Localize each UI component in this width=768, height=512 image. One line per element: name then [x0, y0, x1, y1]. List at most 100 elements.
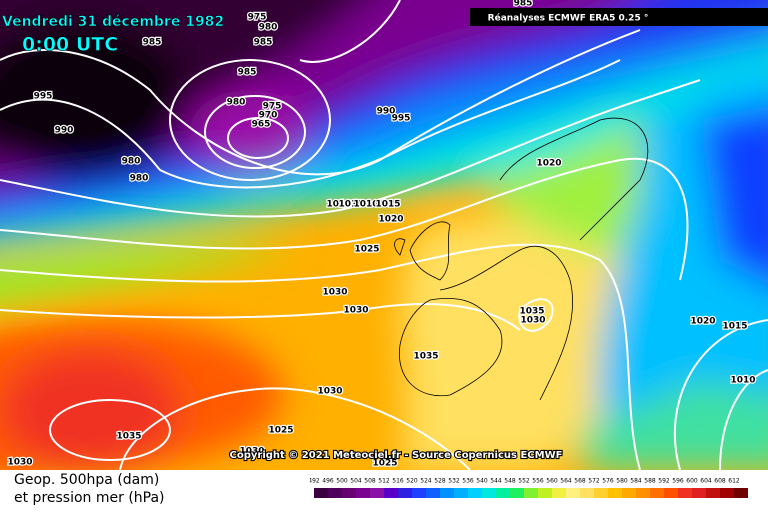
isobar-label: 990 — [377, 107, 396, 117]
scale-tick-label: 600 — [686, 478, 698, 485]
scale-swatch — [426, 488, 440, 498]
scale-tick-label: 556 — [532, 478, 544, 485]
scale-swatch — [342, 488, 356, 498]
scale-swatch — [678, 488, 692, 498]
scale-tick-label: 516 — [392, 478, 404, 485]
scale-swatch — [552, 488, 566, 498]
scale-tick-label: 560 — [546, 478, 558, 485]
scale-swatch — [468, 488, 482, 498]
scale-tick-label: 492 — [310, 478, 320, 485]
source-box — [470, 8, 768, 26]
source: Réanalyses ECMWF ERA5 0.25 ° — [488, 13, 649, 24]
scale-swatch — [608, 488, 622, 498]
isobar-label: 980 — [130, 174, 149, 184]
coastlines — [394, 117, 649, 401]
scale-tick-label: 612 — [728, 478, 740, 485]
scale-swatch — [580, 488, 594, 498]
scale-tick-label: 504 — [350, 478, 362, 485]
scale-tick-label: 532 — [448, 478, 460, 485]
time: 0:00 UTC — [22, 34, 118, 56]
isobar-label: 1030 — [343, 306, 368, 316]
isobar-label: 990 — [55, 126, 74, 136]
scale-tick-label: 584 — [630, 478, 642, 485]
scale-swatch — [734, 488, 748, 498]
isobar-label: 1030 — [239, 447, 264, 457]
date: Vendredi 31 décembre 1982 — [2, 14, 224, 30]
scale-swatch — [412, 488, 426, 498]
scale-swatch — [496, 488, 510, 498]
scale-tick-label: 512 — [378, 478, 390, 485]
isobar-label: 1015 — [375, 200, 400, 210]
legend-line1: Geop. 500hpa (dam) — [14, 472, 160, 488]
isobar-label: 985 — [254, 38, 273, 48]
scale-tick-label: 540 — [476, 478, 488, 485]
scale-tick-label: 572 — [588, 478, 600, 485]
isobar-label: 1030 — [520, 316, 545, 326]
scale-swatch — [398, 488, 412, 498]
scale-tick-label: 544 — [490, 478, 502, 485]
isobar-label: 980 — [122, 157, 141, 167]
isobar-label: 1020 — [378, 215, 403, 225]
scale-tick-label: 604 — [700, 478, 712, 485]
scale-tick-label: 588 — [644, 478, 656, 485]
scale-swatch — [692, 488, 706, 498]
scale-tick-label: 580 — [616, 478, 628, 485]
field — [0, 0, 768, 470]
isobar-label: 970 — [259, 111, 278, 121]
scale-tick-label: 496 — [322, 478, 334, 485]
scale-tick-label: 520 — [406, 478, 418, 485]
isobar-label: 980 — [227, 98, 246, 108]
isobar-label: 1030 — [317, 387, 342, 397]
isobar-label: 1010 — [353, 200, 378, 210]
scale-tick-label: 568 — [574, 478, 586, 485]
isobar-label: 1025 — [372, 459, 397, 469]
scale-swatch — [524, 488, 538, 498]
isobar-label: 985 — [143, 38, 162, 48]
scale-tick-label: 596 — [672, 478, 684, 485]
isobar-label: 975 — [248, 13, 267, 23]
scale-swatch — [706, 488, 720, 498]
isobar-label: 1035 — [519, 307, 544, 317]
isobar-label: 1020 — [536, 159, 561, 169]
scale-swatch — [482, 488, 496, 498]
scale-swatch — [440, 488, 454, 498]
isobar-label: 1025 — [354, 245, 379, 255]
isobar-label: 985 — [514, 0, 533, 9]
isobar-label: 995 — [34, 92, 53, 102]
scale-swatch — [594, 488, 608, 498]
scale-tick-label: 536 — [462, 478, 474, 485]
scale-swatch — [622, 488, 636, 498]
scale-tick-label: 552 — [518, 478, 530, 485]
isobar-label: 965 — [252, 120, 271, 130]
legend-line2: et pression mer (hPa) — [14, 490, 165, 506]
color-scale: 492 496 500 504 508 512 516 520 524 528 532 536 540 5… — [310, 478, 748, 498]
scale-swatch — [328, 488, 342, 498]
scale-tick-label: 524 — [420, 478, 432, 485]
copyright: Copyright © 2021 Meteociel.fr - Source C… — [230, 450, 563, 461]
isobar-label: 975 — [263, 102, 282, 112]
isobar-label: 980 — [259, 23, 278, 33]
isobar-label: 1035 — [116, 432, 141, 442]
scale-swatch — [314, 488, 328, 498]
scale-swatch — [538, 488, 552, 498]
scale-tick-label: 608 — [714, 478, 726, 485]
scale-tick-label: 528 — [434, 478, 446, 485]
scale-swatch — [356, 488, 370, 498]
isobar-label: 1035 — [413, 352, 438, 362]
scale-swatch — [664, 488, 678, 498]
scale-tick-label: 508 — [364, 478, 376, 485]
isobar-label: 1030 — [7, 458, 32, 468]
isobar-label: 985 — [238, 68, 257, 78]
scale-tick-label: 548 — [504, 478, 516, 485]
scale-swatch — [454, 488, 468, 498]
isobars — [0, 0, 768, 470]
isobar-label: 1015 — [722, 322, 747, 332]
scale-swatch — [636, 488, 650, 498]
isobar-label: 995 — [392, 114, 411, 124]
scale-tick-label: 592 — [658, 478, 670, 485]
isobar-label: 1020 — [690, 317, 715, 327]
scale-tick-label: 576 — [602, 478, 614, 485]
